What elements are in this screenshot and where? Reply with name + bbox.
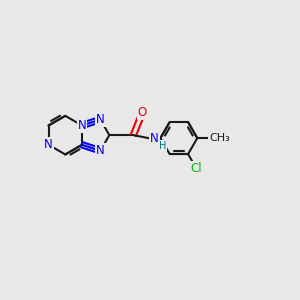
Text: N: N xyxy=(44,138,53,151)
Text: O: O xyxy=(138,106,147,119)
Text: N: N xyxy=(96,144,105,157)
Text: N: N xyxy=(96,113,105,126)
Text: Cl: Cl xyxy=(190,162,202,175)
Text: N: N xyxy=(150,132,159,145)
Text: N: N xyxy=(78,119,86,132)
Text: CH₃: CH₃ xyxy=(209,133,230,143)
Text: H: H xyxy=(159,141,166,151)
